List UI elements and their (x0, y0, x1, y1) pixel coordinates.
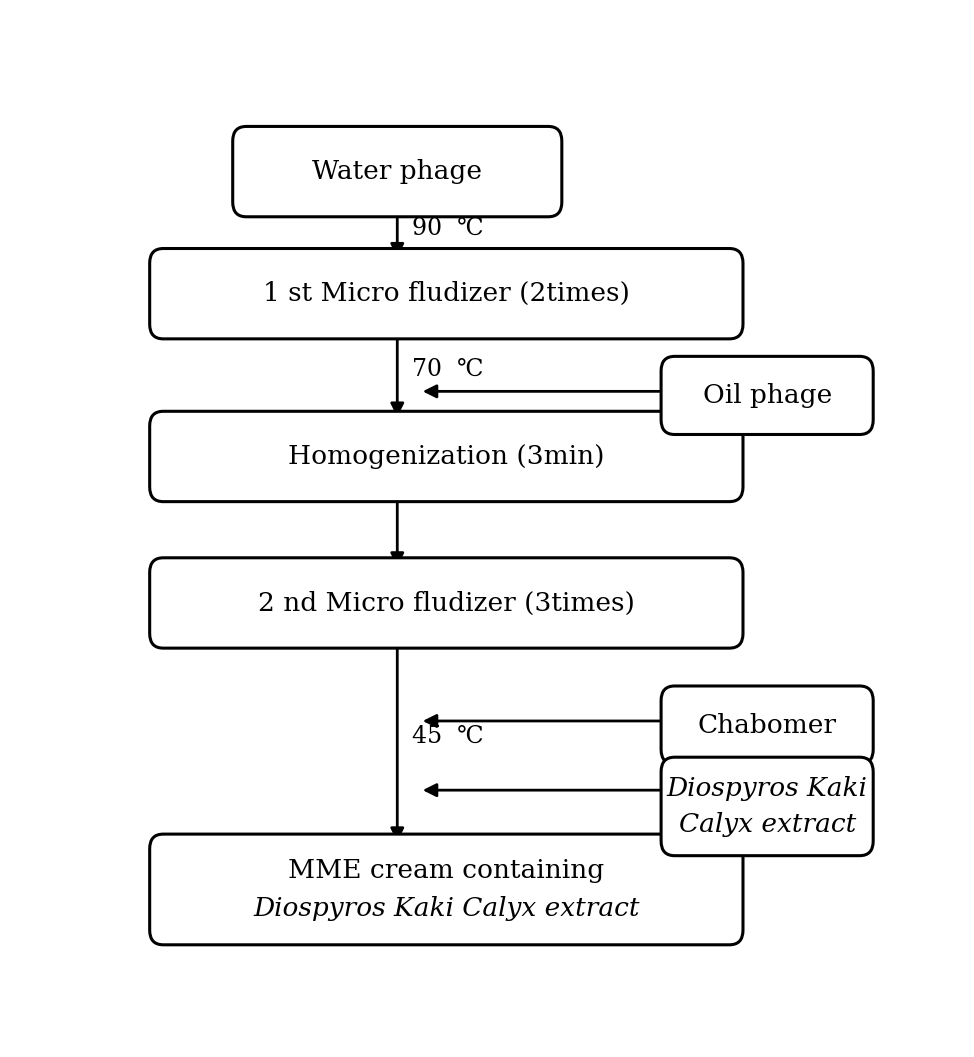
Text: 1 st Micro fludizer (2times): 1 st Micro fludizer (2times) (263, 281, 630, 307)
Text: 45  ℃: 45 ℃ (412, 724, 484, 747)
FancyBboxPatch shape (150, 834, 743, 945)
FancyBboxPatch shape (661, 686, 874, 764)
FancyBboxPatch shape (661, 356, 874, 434)
Text: MME cream containing: MME cream containing (288, 858, 605, 884)
FancyBboxPatch shape (150, 411, 743, 502)
Text: Calyx extract: Calyx extract (679, 812, 856, 837)
Text: Water phage: Water phage (313, 160, 482, 184)
Text: Diospyros Kaki: Diospyros Kaki (667, 776, 868, 801)
Text: Diospyros Kaki Calyx extract: Diospyros Kaki Calyx extract (253, 895, 640, 921)
Text: Chabomer: Chabomer (697, 712, 837, 738)
FancyBboxPatch shape (661, 757, 874, 856)
Text: 2 nd Micro fludizer (3times): 2 nd Micro fludizer (3times) (258, 591, 635, 615)
Text: Homogenization (3min): Homogenization (3min) (288, 444, 605, 469)
FancyBboxPatch shape (233, 127, 562, 217)
FancyBboxPatch shape (150, 248, 743, 339)
Text: 90  ℃: 90 ℃ (412, 217, 484, 240)
Text: 70  ℃: 70 ℃ (412, 358, 484, 381)
FancyBboxPatch shape (150, 558, 743, 648)
Text: Oil phage: Oil phage (702, 383, 832, 408)
